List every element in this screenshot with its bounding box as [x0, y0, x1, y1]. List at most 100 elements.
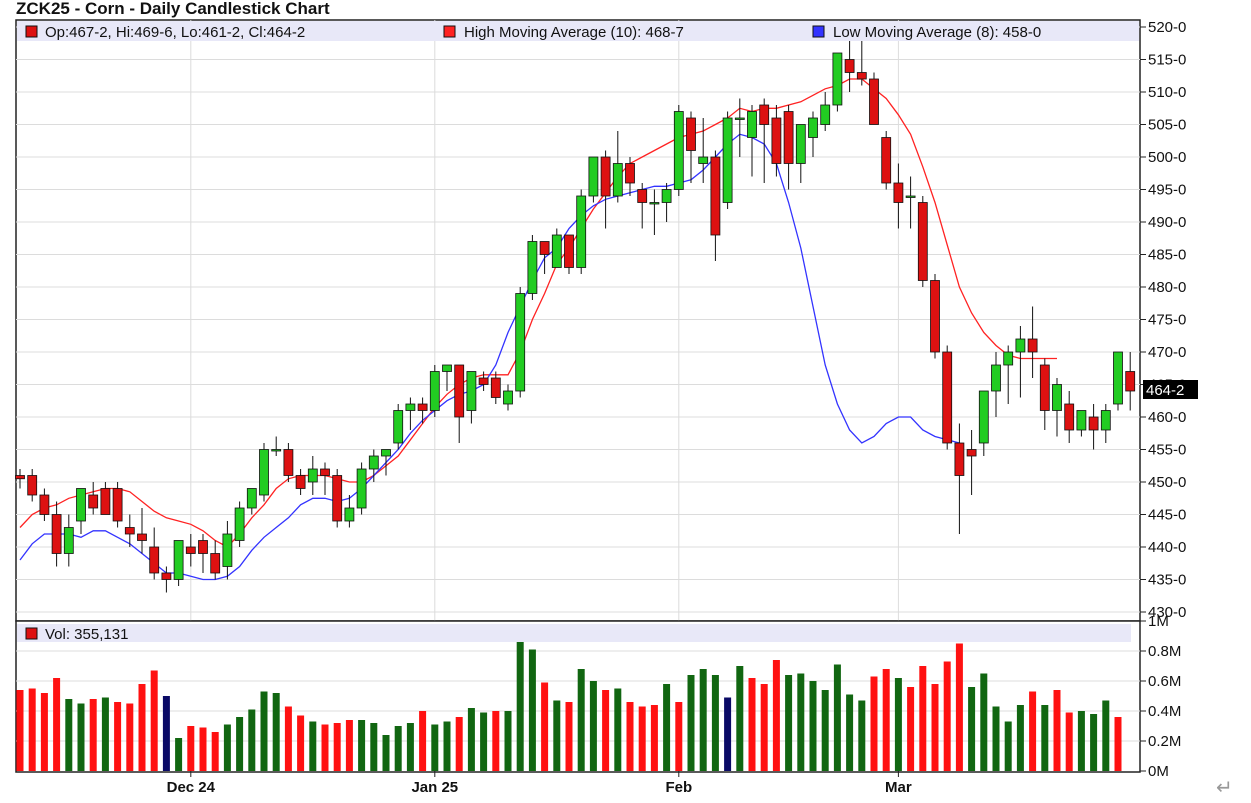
volume-bar — [846, 694, 854, 771]
volume-bar — [333, 723, 341, 771]
candle-body — [820, 104, 831, 125]
price-tick-label: 445-0 — [1148, 507, 1186, 524]
candle-body — [76, 488, 86, 522]
candle-body — [893, 182, 904, 203]
candle-body — [259, 449, 269, 496]
candle-body — [686, 117, 696, 151]
volume-bar — [858, 700, 866, 771]
volume-bar — [1029, 691, 1037, 771]
volume-bar — [345, 720, 353, 771]
candle-body — [454, 364, 465, 418]
candle-body — [137, 533, 147, 541]
candle-body — [539, 241, 550, 255]
ohlc-legend-text: Op:467-2, Hi:469-6, Lo:461-2, Cl:464-2 — [45, 24, 305, 41]
candle-body — [673, 111, 684, 190]
volume-bar — [284, 706, 292, 771]
volume-bar — [321, 724, 329, 771]
volume-bar — [419, 711, 427, 771]
volume-bar — [1077, 711, 1085, 771]
candle-body — [51, 514, 62, 554]
x-tick-label: Jan 25 — [411, 779, 458, 796]
volume-bar — [101, 697, 109, 771]
candle-body — [649, 202, 660, 205]
volume-bar — [980, 673, 988, 771]
volume-bar — [589, 681, 597, 771]
current-price-tag — [1143, 380, 1198, 399]
high-ma-legend-text: High Moving Average (10): 468-7 — [464, 24, 684, 41]
candle-body — [185, 546, 196, 554]
x-tick-label: Feb — [665, 779, 692, 796]
volume-tick-label: 0.6M — [1148, 673, 1181, 690]
candle-body — [295, 475, 306, 489]
volume-bar — [919, 666, 927, 771]
candle-body — [808, 117, 818, 138]
candle-body — [1039, 364, 1050, 411]
candle-body — [966, 449, 977, 457]
volume-bar — [1041, 705, 1049, 771]
candle-body — [320, 468, 330, 476]
candle-body — [625, 163, 635, 184]
volume-bar — [711, 675, 719, 771]
volume-bar — [577, 669, 585, 771]
low-ma-legend-swatch — [812, 25, 825, 38]
volume-bar — [89, 699, 97, 771]
volume-bar — [114, 702, 122, 771]
price-tick-label: 460-0 — [1148, 409, 1186, 426]
candle-body — [222, 533, 233, 567]
volume-bar — [907, 687, 915, 771]
volume-bar — [211, 732, 219, 771]
volume-bar — [736, 666, 744, 771]
volume-bar — [1004, 721, 1012, 771]
candle-body — [978, 390, 989, 444]
candle-body — [710, 156, 721, 236]
volume-bar — [28, 688, 36, 771]
price-grid — [16, 26, 1140, 613]
volume-bar — [797, 673, 805, 771]
volume-bar — [309, 721, 317, 771]
candle-body — [783, 111, 794, 164]
candle-body — [15, 475, 25, 480]
price-tick-label: 495-0 — [1148, 182, 1186, 199]
volume-bar — [833, 664, 841, 771]
price-tick-label: 455-0 — [1148, 442, 1186, 459]
candle-body — [856, 72, 867, 80]
candle-body — [881, 137, 892, 184]
volume-bar — [1114, 717, 1122, 771]
candle-body — [527, 241, 538, 294]
price-axis: 520-0 515-0 510-0 505-0 500-0 495-0 490-0 485-0… — [1140, 19, 1186, 621]
volume-bar — [223, 724, 231, 771]
volume-bar — [760, 684, 768, 771]
volume-tick-label: 1M — [1148, 613, 1169, 630]
candle-body — [1125, 371, 1136, 392]
candle-body — [490, 377, 501, 398]
volume-legend-bar — [17, 624, 1131, 642]
return-icon: ↵ — [1216, 777, 1233, 799]
candle-body — [991, 364, 1001, 392]
low-ma-legend-text: Low Moving Average (8): 458-0 — [833, 24, 1041, 41]
volume-bar — [663, 684, 671, 771]
candle-body — [503, 390, 513, 405]
candle-body — [429, 371, 440, 411]
volume-bar — [724, 697, 732, 771]
candle-body — [307, 468, 318, 483]
volume-bar — [968, 687, 976, 771]
candle-body — [478, 377, 489, 385]
candle-body — [844, 59, 855, 73]
candle-body — [1064, 403, 1075, 431]
candle-body — [1113, 351, 1123, 405]
price-legend-bar — [17, 21, 1139, 41]
candle-body — [356, 468, 367, 509]
candle-body — [63, 527, 74, 554]
volume-bar — [675, 702, 683, 771]
volume-bar — [260, 691, 268, 771]
volume-bar — [772, 660, 780, 771]
volume-bars — [16, 639, 1122, 771]
volume-bar — [382, 735, 390, 771]
candle-body — [1052, 384, 1062, 411]
price-tick-label: 440-0 — [1148, 539, 1186, 556]
volume-bar — [480, 712, 488, 771]
volume-bar — [699, 669, 707, 771]
volume-bar — [175, 738, 183, 771]
volume-bar — [236, 717, 244, 771]
